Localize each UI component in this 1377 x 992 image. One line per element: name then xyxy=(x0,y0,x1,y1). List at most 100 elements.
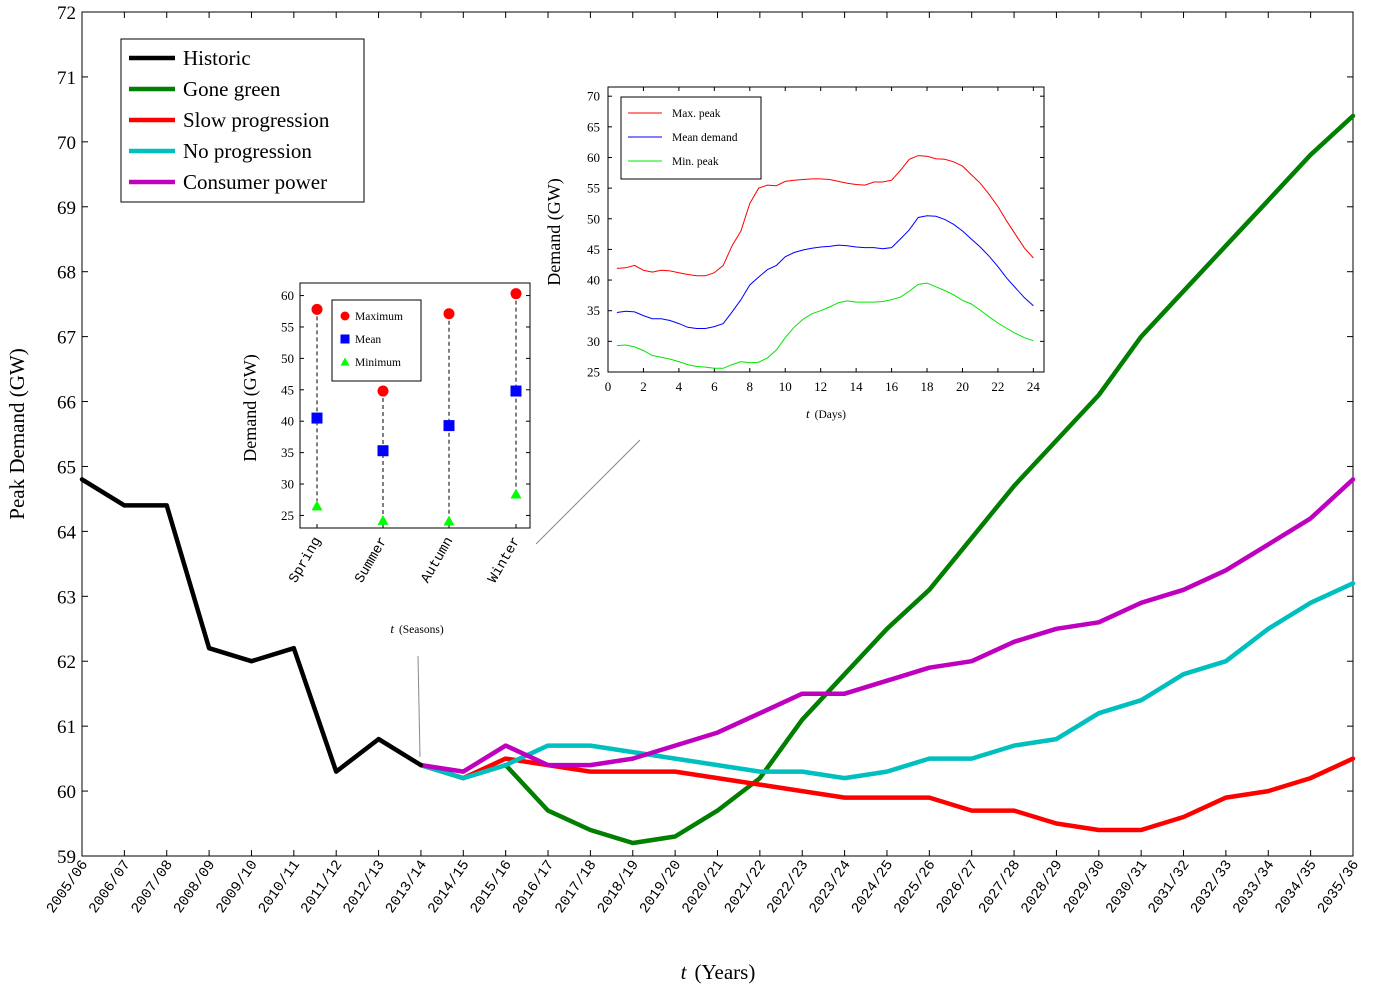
main-series xyxy=(79,113,1356,846)
inset-seasons-point-mean xyxy=(510,385,522,397)
inset-days-x-tick-label: 10 xyxy=(779,379,792,394)
inset-seasons-point-minimum xyxy=(443,515,455,526)
inset-seasons-legend-marker-maximum xyxy=(340,311,350,321)
main-series-line-slow-progression xyxy=(418,756,1356,833)
zoom-connector-days xyxy=(535,439,641,545)
inset-days-x-tick-label: 0 xyxy=(605,379,612,394)
inset-seasons-y-tick-label: 55 xyxy=(281,319,294,334)
inset-days-series-line-max-peak xyxy=(616,155,1034,277)
inset-seasons-legend-label-maximum: Maximum xyxy=(355,311,403,323)
inset-days-x-unit: (Days) xyxy=(815,409,846,421)
main-y-tick-label: 65 xyxy=(57,457,76,478)
inset-seasons-point-mean xyxy=(377,445,389,457)
main-y-tick-label: 61 xyxy=(57,717,76,738)
main-series-line-historic xyxy=(79,477,424,774)
inset-seasons-point-maximum xyxy=(443,308,455,320)
inset-days-legend-label-min-peak: Min. peak xyxy=(672,156,719,168)
inset-days-x-tick-label: 4 xyxy=(676,379,683,394)
inset-seasons-y-tick-label: 45 xyxy=(281,382,294,397)
inset-days-series-line-mean-demand xyxy=(616,215,1034,329)
inset-seasons-y-tick-label: 35 xyxy=(281,445,294,460)
inset-days-x-title: t (Days) xyxy=(806,406,846,421)
inset-seasons-y-title: Demand (GW) xyxy=(240,354,261,461)
main-y-tick-label: 59 xyxy=(57,847,76,868)
main-x-axis-unit: (Years) xyxy=(694,960,755,984)
inset-days-y-tick-label: 55 xyxy=(587,181,600,196)
legend-label-no-progression: No progression xyxy=(183,139,312,163)
inset-days-x-tick-label: 16 xyxy=(885,379,899,394)
inset-days-x-tick-label: 22 xyxy=(991,379,1004,394)
inset-seasons-legend-label-minimum: Minimum xyxy=(355,357,401,369)
inset-days-legend-label-max-peak: Max. peak xyxy=(672,108,721,120)
legend-label-consumer-power: Consumer power xyxy=(183,170,327,194)
inset-days-y-tick-label: 60 xyxy=(587,150,600,165)
inset-seasons-point-maximum xyxy=(311,303,323,315)
main-y-tick-label: 71 xyxy=(57,68,76,89)
inset-seasons-point-mean xyxy=(443,420,455,432)
inset-seasons-legend-marker-mean xyxy=(340,334,350,344)
inset-days-y-tick-label: 25 xyxy=(587,365,600,380)
inset-days-x-tick-label: 20 xyxy=(956,379,969,394)
main-y-tick-label: 64 xyxy=(57,522,77,543)
inset-seasons-legend-label-mean: Mean xyxy=(355,334,381,346)
main-series-line-no-progression xyxy=(418,581,1356,781)
main-y-tick-label: 70 xyxy=(57,133,76,154)
main-series-line-gone-green xyxy=(418,113,1356,846)
inset-days-x-tick-label: 24 xyxy=(1027,379,1041,394)
main-y-tick-label: 68 xyxy=(57,263,76,284)
inset-days-series-line-min-peak xyxy=(616,282,1034,369)
inset-seasons-point-maximum xyxy=(510,288,522,300)
main-y-tick-label: 69 xyxy=(57,198,76,219)
inset-seasons-x-unit: (Seasons) xyxy=(399,624,444,636)
inset-seasons-point-maximum xyxy=(377,385,389,397)
inset-days-y-tick-label: 45 xyxy=(587,242,600,257)
inset-seasons-y-tick-label: 30 xyxy=(281,477,294,492)
inset-days-x-tick-label: 2 xyxy=(640,379,647,394)
inset-seasons-y-tick-label: 25 xyxy=(281,508,294,523)
inset-days-x-tick-label: 12 xyxy=(814,379,827,394)
main-y-axis-title: Peak Demand (GW) xyxy=(5,348,29,519)
inset-seasons-point-minimum xyxy=(510,488,522,499)
main-y-tick-label: 60 xyxy=(57,782,76,803)
inset-days-legend-box xyxy=(620,96,762,180)
inset-seasons-y-tick-label: 60 xyxy=(281,288,294,303)
inset-days-y-tick-label: 50 xyxy=(587,211,600,226)
inset-days-x-tick-label: 18 xyxy=(921,379,934,394)
inset-days-y-tick-label: 65 xyxy=(587,119,600,134)
inset-seasons-x-var: t xyxy=(390,621,394,636)
main-y-tick-label: 63 xyxy=(57,587,76,608)
main-series-line-consumer-power xyxy=(418,477,1356,774)
inset-days-y-tick-label: 40 xyxy=(587,273,600,288)
inset-seasons-y-tick-label: 40 xyxy=(281,414,294,429)
main-y-tick-label: 62 xyxy=(57,652,76,673)
inset-days-x-tick-label: 6 xyxy=(711,379,718,394)
main-x-axis-title: t (Years) xyxy=(681,960,756,984)
inset-seasons-point-mean xyxy=(311,412,323,424)
inset-days-legend-label-mean-demand: Mean demand xyxy=(672,132,738,144)
main-y-tick-label: 66 xyxy=(57,393,76,414)
inset-days-x-var: t xyxy=(806,406,810,421)
main-x-axis-var: t xyxy=(681,960,688,984)
inset-seasons-x-title: t (Seasons) xyxy=(390,621,444,636)
main-y-tick-label: 67 xyxy=(57,328,76,349)
zoom-connector-seasons xyxy=(417,655,421,758)
inset-days-y-tick-label: 35 xyxy=(587,303,600,318)
inset-days-legend: Max. peak Mean demand Min. peak xyxy=(620,96,762,180)
inset-days-y-title: Demand (GW) xyxy=(544,178,565,285)
inset-days-x-tick-label: 8 xyxy=(747,379,754,394)
legend-label-gone-green: Gone green xyxy=(183,77,281,101)
inset-seasons-point-minimum xyxy=(377,514,389,525)
main-y-tick-label: 72 xyxy=(57,3,76,24)
main-legend: Historic Gone green Slow progression No pro… xyxy=(120,38,365,203)
legend-label-slow-progression: Slow progression xyxy=(183,108,330,132)
inset-seasons-legend-marker-minimum xyxy=(340,357,350,366)
inset-seasons-y-tick-label: 50 xyxy=(281,351,294,366)
inset-seasons-legend: Maximum Mean Minimum xyxy=(331,299,422,382)
inset-seasons-point-minimum xyxy=(311,500,323,511)
inset-days-y-tick-label: 30 xyxy=(587,334,600,349)
legend-label-historic: Historic xyxy=(183,46,251,70)
inset-days-y-tick-label: 70 xyxy=(587,89,600,104)
inset-days-x-tick-label: 14 xyxy=(850,379,864,394)
